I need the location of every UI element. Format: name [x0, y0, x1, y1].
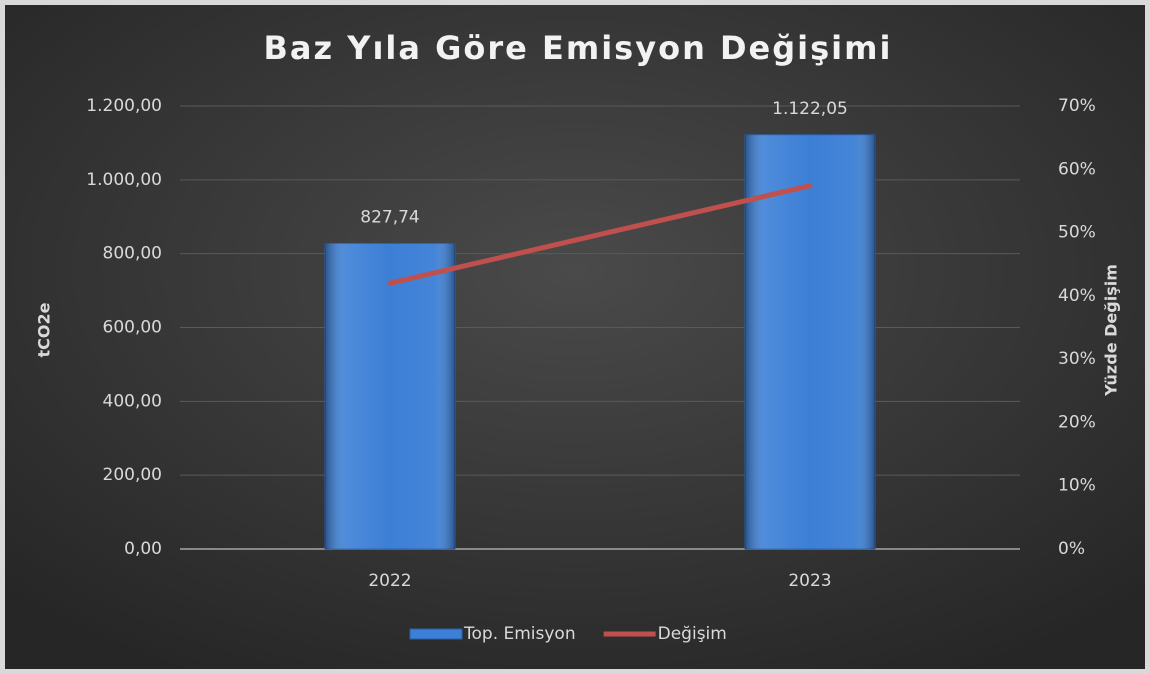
y-tick-label: 800,00 [103, 244, 162, 264]
y2-tick-label: 20% [1058, 412, 1096, 432]
y-tick-label: 1.000,00 [86, 170, 162, 190]
y2-tick-label: 10% [1058, 476, 1096, 496]
y-axis-title: tCO2e [35, 302, 54, 357]
legend-swatch [409, 628, 463, 640]
bar [324, 242, 456, 550]
chart-title: Baz Yıla Göre Emisyon Değişimi [264, 29, 893, 67]
data-label: 1.122,05 [772, 99, 848, 119]
legend-label: Değişim [658, 624, 727, 644]
y2-tick-label: 30% [1058, 349, 1096, 369]
y-tick-label: 0,00 [124, 539, 162, 559]
y2-tick-label: 50% [1058, 223, 1096, 243]
y2-tick-label: 40% [1058, 286, 1096, 306]
x-tick-label: 2022 [368, 571, 411, 591]
y-tick-label: 400,00 [103, 391, 162, 411]
legend-label: Top. Emisyon [463, 624, 576, 644]
y2-tick-label: 0% [1058, 539, 1085, 559]
line [387, 183, 813, 286]
y2-tick-label: 60% [1058, 159, 1096, 179]
y-tick-label: 600,00 [103, 318, 162, 338]
y-tick-label: 1.200,00 [86, 96, 162, 116]
y-tick-label: 200,00 [103, 465, 162, 485]
x-tick-label: 2023 [788, 571, 831, 591]
y2-axis-title: Yüzde Değişim [1102, 264, 1121, 397]
y2-tick-label: 70% [1058, 96, 1096, 116]
background [5, 5, 1145, 669]
data-label: 827,74 [360, 207, 419, 227]
